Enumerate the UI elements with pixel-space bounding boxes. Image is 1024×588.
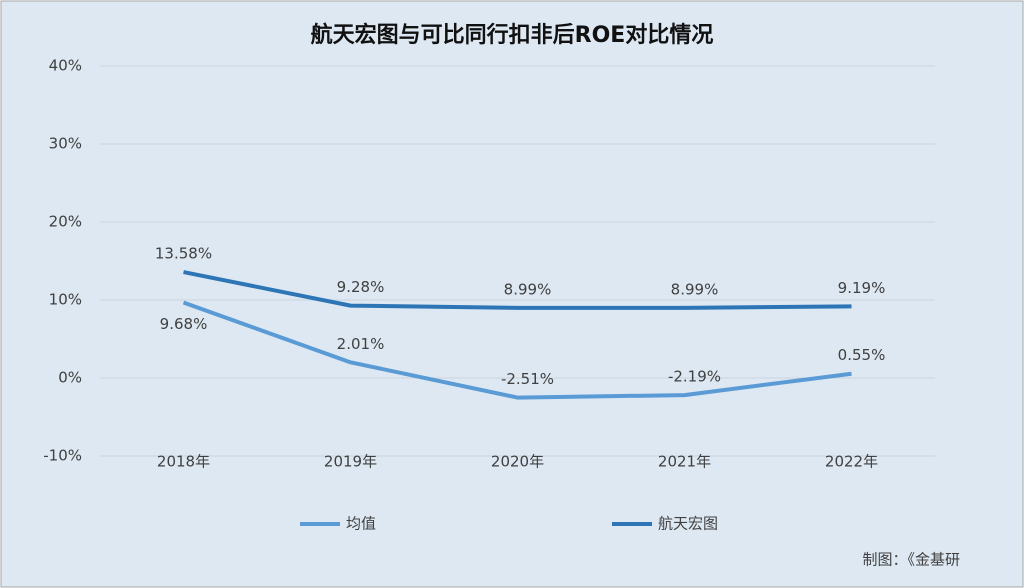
x-tick-label: 2022年 [825, 453, 878, 471]
data-label: -2.51% [501, 370, 554, 388]
series-line [182, 300, 852, 400]
x-tick-label: 2019年 [324, 453, 377, 471]
legend-label: 均值 [346, 515, 376, 533]
data-label: 9.28% [337, 278, 385, 296]
series-line [183, 270, 852, 310]
data-label: 9.19% [838, 279, 886, 297]
y-tick-label: 10% [49, 291, 82, 309]
data-label: 0.55% [838, 346, 886, 364]
data-label: 2.01% [337, 335, 385, 353]
data-label: 13.58% [155, 245, 212, 263]
chart-title: 航天宏图与可比同行扣非后ROE对比情况 [311, 22, 714, 48]
data-label: 8.99% [504, 280, 552, 298]
data-label: 9.68% [160, 315, 208, 333]
legend-label: 航天宏图 [658, 515, 718, 533]
y-tick-label: 20% [49, 213, 82, 231]
data-label: -2.19% [668, 368, 721, 386]
x-tick-label: 2021年 [658, 453, 711, 471]
x-tick-label: 2020年 [491, 453, 544, 471]
source-note: 制图：《金基研 [862, 551, 960, 569]
y-tick-label: 40% [49, 57, 82, 75]
y-tick-label: 30% [49, 135, 82, 153]
y-tick-label: 0% [58, 369, 82, 387]
data-label: 8.99% [671, 280, 719, 298]
y-tick-label: -10% [43, 447, 82, 465]
x-tick-label: 2018年 [157, 453, 210, 471]
